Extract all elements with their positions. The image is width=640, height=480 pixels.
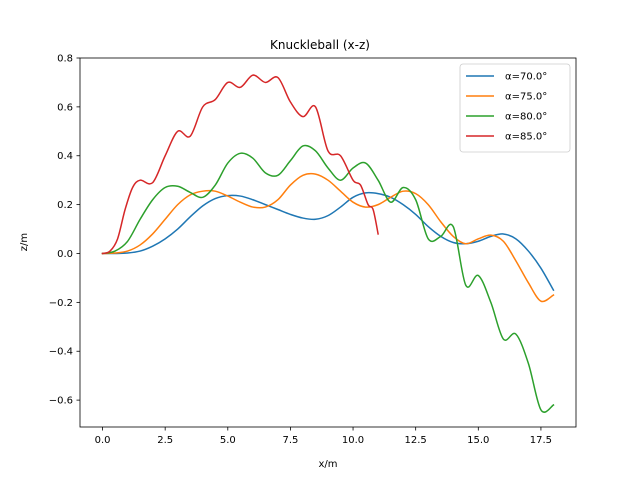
series-line-2 (101, 172, 555, 303)
legend-label-1: α=70.0° (505, 72, 547, 83)
y-tick-label: −0.2 (49, 298, 73, 309)
y-axis-ticks: −0.6 −0.4 −0.2 0.0 0.2 0.4 0.6 0.8 (49, 54, 80, 407)
x-tick-label: 17.5 (530, 435, 552, 446)
series-layer (101, 74, 555, 413)
x-tick-label: 7.5 (282, 435, 298, 446)
axes-frame (79, 57, 577, 428)
y-tick-label: 0.0 (57, 249, 73, 260)
x-tick-label: 0.0 (95, 435, 111, 446)
y-axis-label: z/m (19, 233, 30, 251)
x-tick-label: 15.0 (467, 435, 489, 446)
legend-label-4: α=85.0° (505, 132, 547, 143)
y-tick-label: 0.6 (57, 102, 73, 113)
legend: α=70.0° α=75.0° α=80.0° α=85.0° (459, 63, 571, 153)
legend-label-2: α=75.0° (505, 92, 547, 103)
x-axis-ticks: 0.0 2.5 5.0 7.5 10.0 12.5 15.0 17.5 (95, 427, 552, 446)
series-line-4 (101, 74, 379, 255)
series-line-3 (101, 144, 555, 413)
series-line-1 (101, 191, 555, 292)
x-axis-label: x/m (318, 459, 337, 470)
plot-area (79, 57, 577, 428)
y-tick-label: −0.6 (49, 396, 73, 407)
y-tick-label: 0.4 (57, 151, 73, 162)
y-tick-label: 0.8 (57, 54, 73, 65)
y-tick-label: −0.4 (49, 347, 73, 358)
x-tick-label: 12.5 (405, 435, 427, 446)
x-tick-label: 5.0 (220, 435, 236, 446)
chart-title: Knuckleball (x-z) (270, 38, 370, 52)
legend-box (459, 63, 571, 153)
x-tick-label: 10.0 (342, 435, 364, 446)
y-tick-label: 0.2 (57, 200, 73, 211)
x-tick-label: 2.5 (157, 435, 173, 446)
legend-label-3: α=80.0° (505, 112, 547, 123)
